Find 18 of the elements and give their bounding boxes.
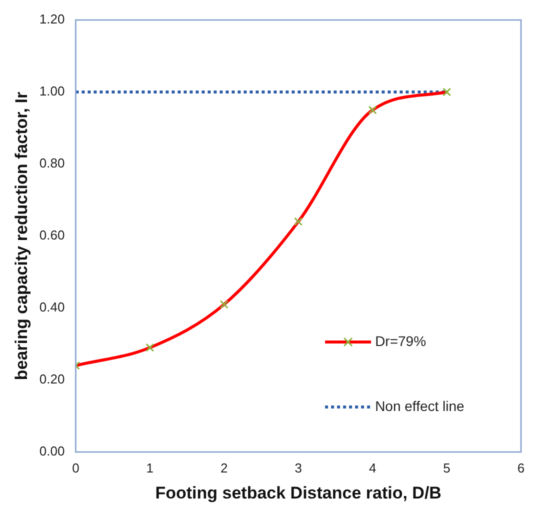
y-tick-label: 1.20 <box>39 12 65 27</box>
y-tick-label: 0.40 <box>39 300 65 315</box>
x-axis-title: Footing setback Distance ratio, D/B <box>155 483 442 502</box>
x-tick-label: 3 <box>294 460 302 476</box>
x-tick-label: 4 <box>368 460 376 476</box>
x-tick-label: 2 <box>220 460 228 476</box>
y-tick-label: 0.00 <box>39 444 65 459</box>
legend-label: Dr=79% <box>375 332 426 349</box>
x-tick-label: 6 <box>517 460 525 476</box>
x-tick-label: 5 <box>443 460 450 476</box>
legend-label: Non effect line <box>375 398 465 414</box>
y-tick-label: 0.80 <box>39 156 65 171</box>
y-axis-title: bearing capacity reduction factor, Ir <box>12 92 31 380</box>
x-tick-label: 1 <box>146 460 154 476</box>
x-tick-label: 0 <box>72 460 80 476</box>
y-tick-label: 0.60 <box>39 228 65 243</box>
y-tick-label: 1.00 <box>39 84 65 99</box>
y-tick-label: 0.20 <box>39 372 65 387</box>
